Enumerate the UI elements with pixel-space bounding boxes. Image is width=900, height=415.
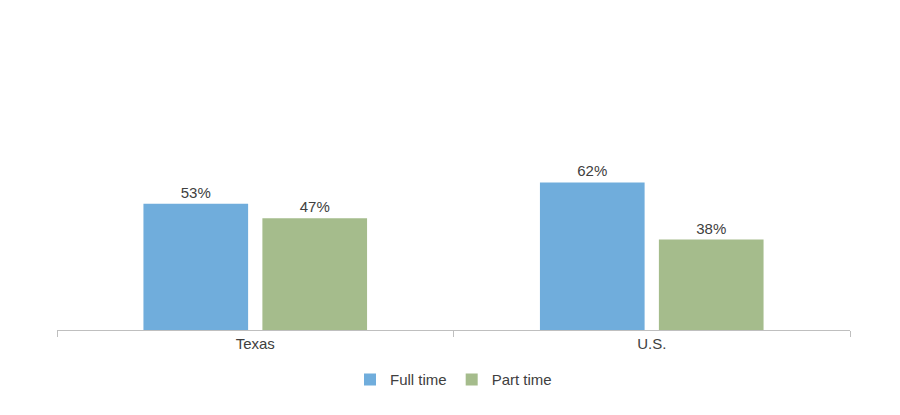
svg-text:Texas: Texas — [236, 335, 275, 352]
svg-text:38%: 38% — [696, 220, 726, 237]
svg-text:47%: 47% — [300, 198, 330, 215]
svg-text:U.S.: U.S. — [637, 335, 666, 352]
svg-text:53%: 53% — [181, 184, 211, 201]
svg-text:Full time: Full time — [390, 371, 447, 388]
svg-text:Part time: Part time — [492, 371, 552, 388]
svg-text:62%: 62% — [577, 162, 607, 179]
